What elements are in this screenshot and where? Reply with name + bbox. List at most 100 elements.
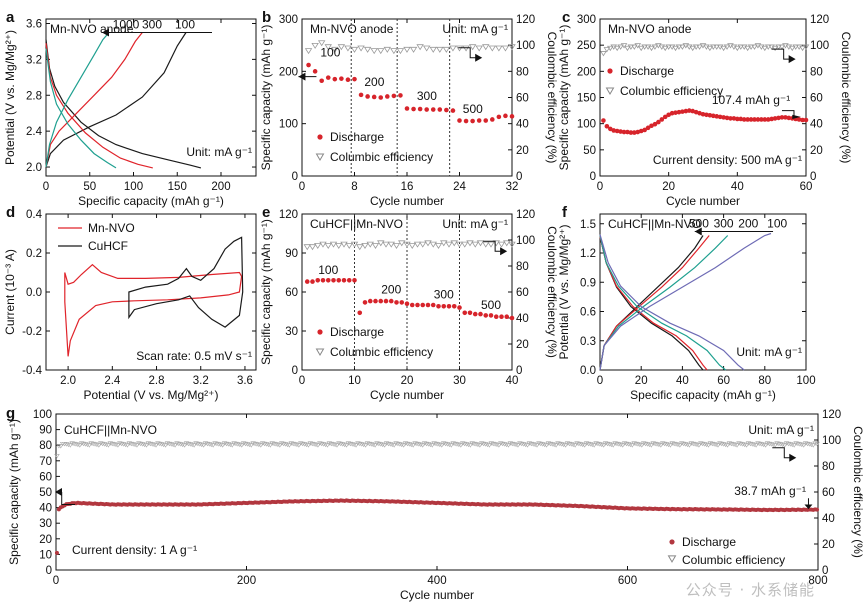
efficiency-point xyxy=(382,241,390,248)
efficiency-point xyxy=(80,441,87,447)
rate-label: 500 xyxy=(463,102,483,116)
efficiency-point xyxy=(644,442,651,447)
efficiency-point xyxy=(290,441,296,447)
efficiency-point xyxy=(744,45,751,52)
efficiency-point xyxy=(503,442,510,448)
discharge-point xyxy=(632,130,637,135)
efficiency-point xyxy=(466,240,474,247)
efficiency-point xyxy=(330,442,336,447)
y-tick-label: 90 xyxy=(285,248,298,260)
discharge-point xyxy=(503,113,508,119)
discharge-point xyxy=(721,115,726,120)
efficiency-point xyxy=(612,441,618,446)
discharge-point xyxy=(724,115,730,121)
efficiency-point xyxy=(273,442,279,447)
y-tick-label: 1.2 xyxy=(580,248,596,260)
efficiency-point xyxy=(634,43,642,49)
efficiency-point xyxy=(395,441,401,447)
efficiency-point xyxy=(723,44,731,50)
efficiency-point xyxy=(361,243,369,249)
efficiency-point xyxy=(280,441,287,447)
x-axis-label: Cycle number xyxy=(370,194,444,208)
x-tick-label: 20 xyxy=(662,181,675,193)
efficiency-point xyxy=(353,443,359,448)
efficiency-point xyxy=(629,443,636,448)
efficiency-point xyxy=(63,442,70,447)
discharge-point xyxy=(399,300,405,305)
y-tick-label: 30 xyxy=(285,326,298,338)
efficiency-point xyxy=(620,43,628,49)
efficiency-point xyxy=(328,441,335,447)
discharge-point xyxy=(659,117,665,122)
efficiency-point xyxy=(419,443,426,448)
efficiency-point xyxy=(231,441,237,446)
efficiency-arrow-head xyxy=(788,55,796,64)
discharge-point xyxy=(618,129,623,134)
discharge-point xyxy=(728,116,733,121)
discharge-point xyxy=(642,127,647,133)
efficiency-point xyxy=(461,441,468,447)
efficiency-point xyxy=(379,442,386,448)
efficiency-point xyxy=(738,441,744,447)
efficiency-point xyxy=(98,441,104,446)
discharge-point xyxy=(504,314,510,320)
y2-tick-label: 100 xyxy=(810,40,829,52)
efficiency-point xyxy=(338,441,344,447)
y-tick-label: 0 xyxy=(292,365,298,377)
efficiency-point xyxy=(675,442,681,448)
efficiency-point xyxy=(267,443,274,448)
efficiency-point xyxy=(468,44,477,51)
efficiency-point xyxy=(469,441,475,446)
discharge-point xyxy=(752,117,757,122)
efficiency-point xyxy=(450,441,456,446)
efficiency-point xyxy=(84,442,91,448)
discharge-point xyxy=(417,106,423,112)
legend-efficiency-label: Columbic efficiency xyxy=(330,150,433,164)
efficiency-point xyxy=(385,441,392,447)
y-tick-label: 2.8 xyxy=(26,90,42,102)
discharge-point xyxy=(409,302,415,308)
discharge-point xyxy=(714,114,720,119)
x-tick-label: 8 xyxy=(351,181,357,193)
y2-tick-label: 80 xyxy=(516,261,529,273)
rate-arrow-head xyxy=(694,227,702,236)
efficiency-point xyxy=(206,442,213,447)
efficiency-point xyxy=(652,441,658,447)
efficiency-point xyxy=(172,443,178,448)
efficiency-point xyxy=(212,441,218,446)
efficiency-point xyxy=(391,443,397,448)
discharge-point xyxy=(378,298,384,304)
efficiency-point xyxy=(109,441,115,447)
x-tick-label: 16 xyxy=(401,181,414,193)
discharge-point xyxy=(700,111,706,117)
efficiency-point xyxy=(303,244,311,251)
efficiency-point xyxy=(145,441,152,446)
efficiency-point xyxy=(71,441,77,447)
efficiency-point xyxy=(701,442,708,447)
efficiency-point xyxy=(659,441,666,446)
efficiency-point xyxy=(107,441,114,446)
y2-axis-label: Coulombic efficiency (%) xyxy=(545,32,559,164)
efficiency-point xyxy=(408,442,415,448)
efficiency-point xyxy=(762,443,769,448)
efficiency-point xyxy=(416,44,424,51)
efficiency-point xyxy=(677,443,683,448)
y2-tick-label: 0 xyxy=(810,171,816,183)
y2-tick-label: 60 xyxy=(822,487,835,499)
panel-title: CuHCF||Mn-NVO xyxy=(608,217,701,231)
efficiency-point xyxy=(759,442,765,447)
discharge-point xyxy=(404,301,410,307)
efficiency-point xyxy=(526,441,533,446)
efficiency-point xyxy=(788,45,796,52)
discharge-point xyxy=(54,550,59,555)
efficiency-point xyxy=(799,442,805,448)
y2-tick-label: 100 xyxy=(516,40,535,52)
efficiency-point xyxy=(519,441,525,447)
discharge-point xyxy=(367,298,373,304)
efficiency-point xyxy=(507,441,514,446)
efficiency-point xyxy=(808,442,815,448)
y-tick-label: 60 xyxy=(39,471,52,483)
legend-efficiency-marker xyxy=(605,87,615,95)
efficiency-point xyxy=(496,443,502,448)
efficiency-point xyxy=(475,442,481,448)
